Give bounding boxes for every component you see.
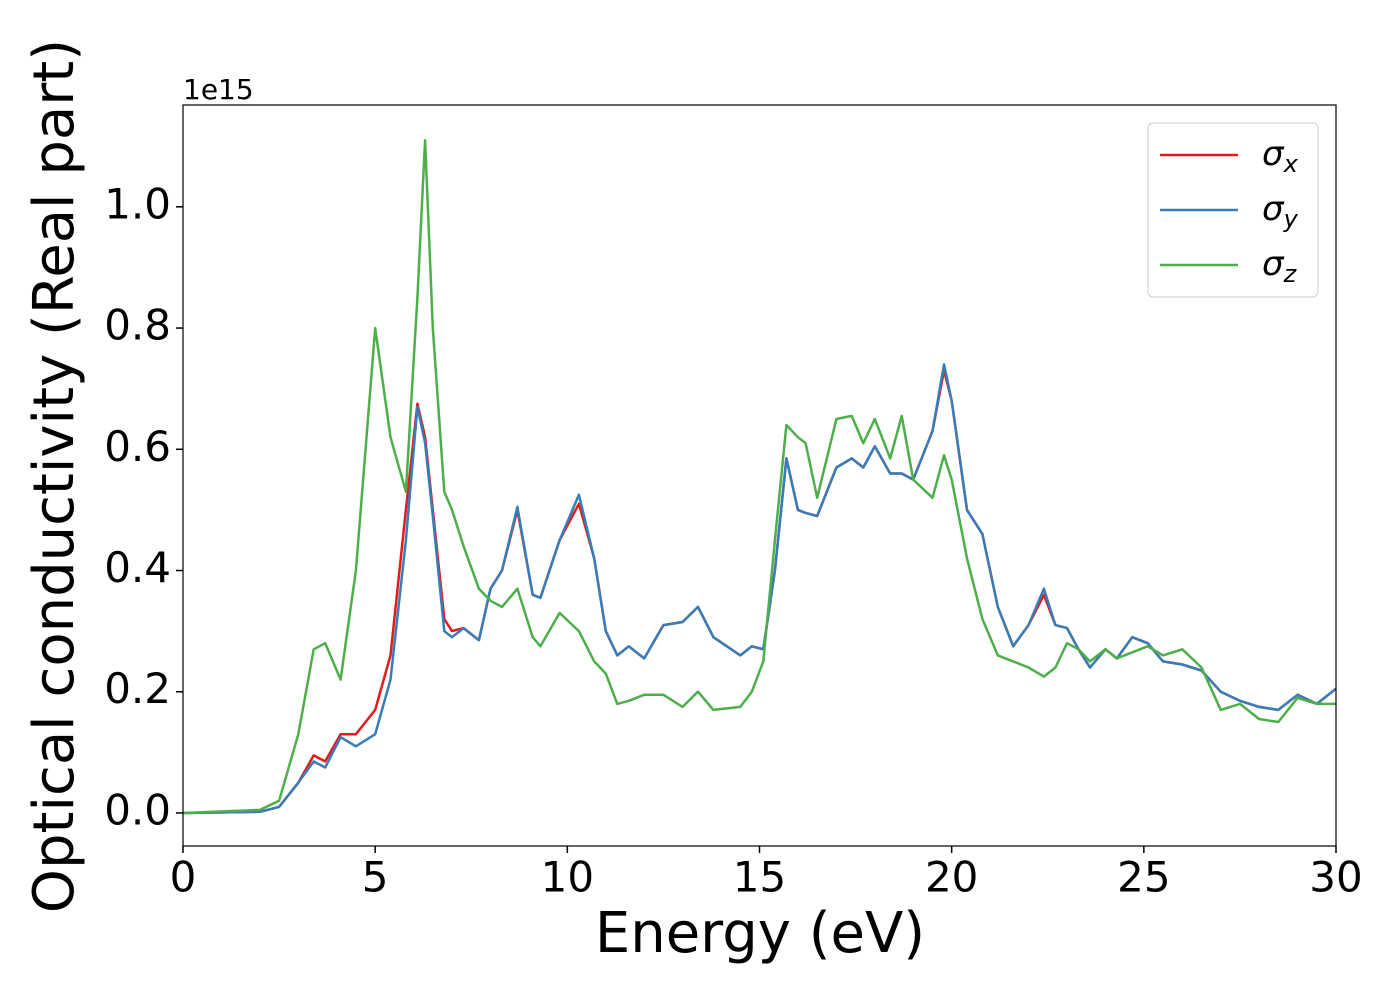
series-line xyxy=(183,138,1336,815)
x-tick-label: 0 xyxy=(170,853,197,902)
legend-symbol: σ xyxy=(1262,134,1285,174)
y-tick-label: 0.6 xyxy=(104,422,171,471)
legend-subscript: y xyxy=(1283,205,1299,233)
legend-label: σx xyxy=(1262,134,1299,179)
y-tick-label: 1.0 xyxy=(104,179,171,228)
y-tick-label: 0.4 xyxy=(104,543,171,592)
x-tick-label: 25 xyxy=(1117,853,1170,902)
legend-label: σz xyxy=(1262,244,1298,289)
x-tick-label: 20 xyxy=(925,853,978,902)
legend-symbol: σ xyxy=(1262,244,1285,284)
x-tick-label: 15 xyxy=(733,853,786,902)
y-tick-label: 0.8 xyxy=(104,301,171,350)
x-tick-label: 5 xyxy=(362,853,389,902)
y-offset-label: 1e15 xyxy=(183,73,254,106)
legend-label: σy xyxy=(1262,189,1299,234)
legend-symbol: σ xyxy=(1262,189,1285,229)
x-axis-label: Energy (eV) xyxy=(595,901,925,966)
x-tick-label: 30 xyxy=(1309,853,1362,902)
y-axis-label: Optical conductivity (Real part) xyxy=(22,39,87,913)
series-line xyxy=(183,363,1336,815)
plot-frame xyxy=(182,104,1337,847)
legend-subscript: x xyxy=(1283,150,1299,178)
x-tick-label: 10 xyxy=(541,853,594,902)
legend-subscript: z xyxy=(1283,260,1298,288)
y-tick-label: 0.2 xyxy=(104,664,171,713)
y-tick-label: 0.0 xyxy=(104,785,171,834)
